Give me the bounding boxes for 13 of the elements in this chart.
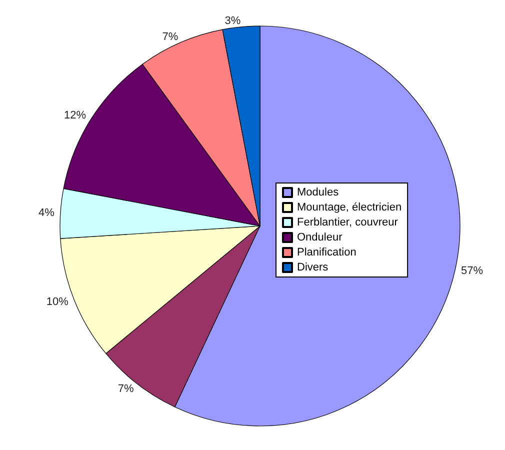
data-label: 12% <box>64 110 86 122</box>
data-label: 3% <box>224 14 241 27</box>
data-label: 7% <box>118 382 134 395</box>
legend-label: Planification <box>297 246 356 258</box>
legend-label: Divers <box>297 262 329 274</box>
legend-label: Onduleur <box>297 232 343 244</box>
data-label: 57% <box>461 264 484 277</box>
data-label: 10% <box>46 296 69 308</box>
legend-label: Ferblantier, couvreur <box>297 216 398 228</box>
legend-label: Mountage, électricien <box>297 202 402 214</box>
legend-label: Modules <box>297 186 340 198</box>
data-label: 4% <box>38 207 55 220</box>
data-label: 7% <box>162 30 178 43</box>
